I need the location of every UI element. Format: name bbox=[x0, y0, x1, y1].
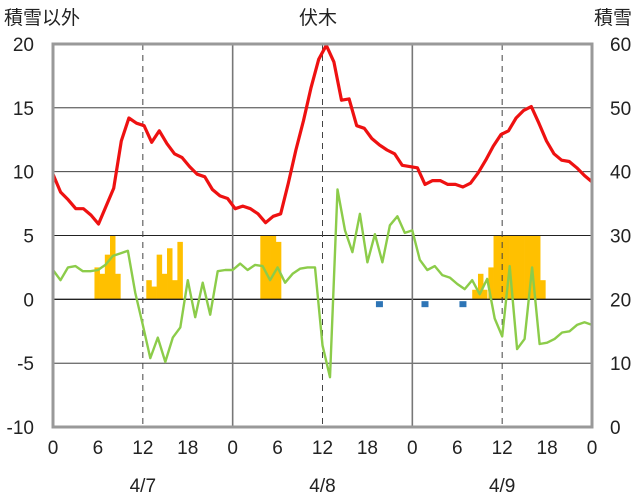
hour-tick-label: 12 bbox=[312, 438, 333, 459]
snow-bar bbox=[167, 248, 173, 300]
snow-bar bbox=[172, 280, 178, 300]
snow-bar bbox=[146, 280, 152, 300]
left-tick-label: -5 bbox=[17, 354, 34, 375]
plot-frame bbox=[51, 42, 594, 429]
snow-bar bbox=[94, 267, 100, 300]
right-tick-label: 0 bbox=[610, 418, 621, 439]
markers bbox=[375, 301, 467, 308]
snow-bar bbox=[493, 235, 500, 300]
right-tick-label: 30 bbox=[610, 227, 631, 248]
snow-bar bbox=[110, 235, 116, 300]
hour-tick-label: 0 bbox=[587, 438, 598, 459]
left-tick-label: 5 bbox=[23, 227, 34, 248]
left-tick-label: 20 bbox=[13, 35, 34, 56]
hour-tick-label: 0 bbox=[407, 438, 418, 459]
snow-bar bbox=[524, 235, 531, 300]
date-label: 4/9 bbox=[489, 476, 515, 497]
snow-bar bbox=[177, 241, 183, 300]
snow-bar bbox=[503, 235, 510, 300]
snow-bar bbox=[514, 235, 520, 300]
marker bbox=[375, 301, 383, 308]
snow-bar bbox=[161, 273, 168, 300]
right-tick-label: 50 bbox=[610, 99, 631, 120]
marker bbox=[421, 301, 429, 308]
hour-tick-label: 18 bbox=[537, 438, 558, 459]
right-axis-label: 積雪 bbox=[594, 7, 632, 29]
series-lines bbox=[51, 43, 594, 379]
hour-tick-label: 0 bbox=[227, 438, 238, 459]
date-label: 4/7 bbox=[130, 476, 156, 497]
snow-bar bbox=[265, 235, 271, 300]
hour-tick-label: 6 bbox=[452, 438, 463, 459]
snow-bar bbox=[477, 273, 484, 300]
wind-line bbox=[52, 188, 593, 379]
left-tick-label: 15 bbox=[13, 99, 34, 120]
left-tick-label: 0 bbox=[23, 290, 34, 311]
right-tick-label: 20 bbox=[610, 290, 631, 311]
hour-tick-label: 12 bbox=[132, 438, 153, 459]
axis-text: 積雪以外 伏木 積雪 bbox=[4, 7, 632, 29]
hour-tick-label: 12 bbox=[492, 438, 513, 459]
snow-bar bbox=[540, 280, 546, 300]
snow-bar bbox=[534, 235, 541, 300]
snow-bar bbox=[104, 254, 111, 300]
hour-tick-label: 6 bbox=[93, 438, 104, 459]
chart-title: 伏木 bbox=[299, 7, 337, 29]
snow-bar bbox=[488, 267, 494, 300]
temperature-line bbox=[51, 43, 594, 226]
snow-bar bbox=[472, 289, 481, 300]
left-tick-label: 10 bbox=[13, 163, 34, 184]
hour-tick-label: 18 bbox=[357, 438, 378, 459]
right-tick-label: 60 bbox=[610, 35, 631, 56]
plot-border bbox=[51, 42, 594, 429]
snow-bar bbox=[115, 273, 121, 300]
right-tick-label: 40 bbox=[610, 163, 631, 184]
snow-bar bbox=[99, 273, 106, 300]
hour-tick-label: 6 bbox=[272, 438, 283, 459]
grid bbox=[53, 44, 592, 427]
date-label: 4/8 bbox=[309, 476, 335, 497]
snow-bar bbox=[156, 254, 163, 300]
hour-tick-label: 0 bbox=[48, 438, 59, 459]
left-tick-label: -10 bbox=[7, 418, 34, 439]
snow-bar bbox=[270, 235, 277, 300]
hour-tick-label: 18 bbox=[177, 438, 198, 459]
marker bbox=[459, 301, 467, 308]
right-tick-label: 10 bbox=[610, 354, 631, 375]
snow-bar bbox=[509, 235, 515, 300]
snow-bar bbox=[519, 235, 525, 300]
snow-bar bbox=[479, 289, 488, 300]
snow-bar bbox=[151, 286, 157, 300]
snow-bar bbox=[498, 235, 505, 300]
left-axis-label: 積雪以外 bbox=[4, 7, 80, 29]
